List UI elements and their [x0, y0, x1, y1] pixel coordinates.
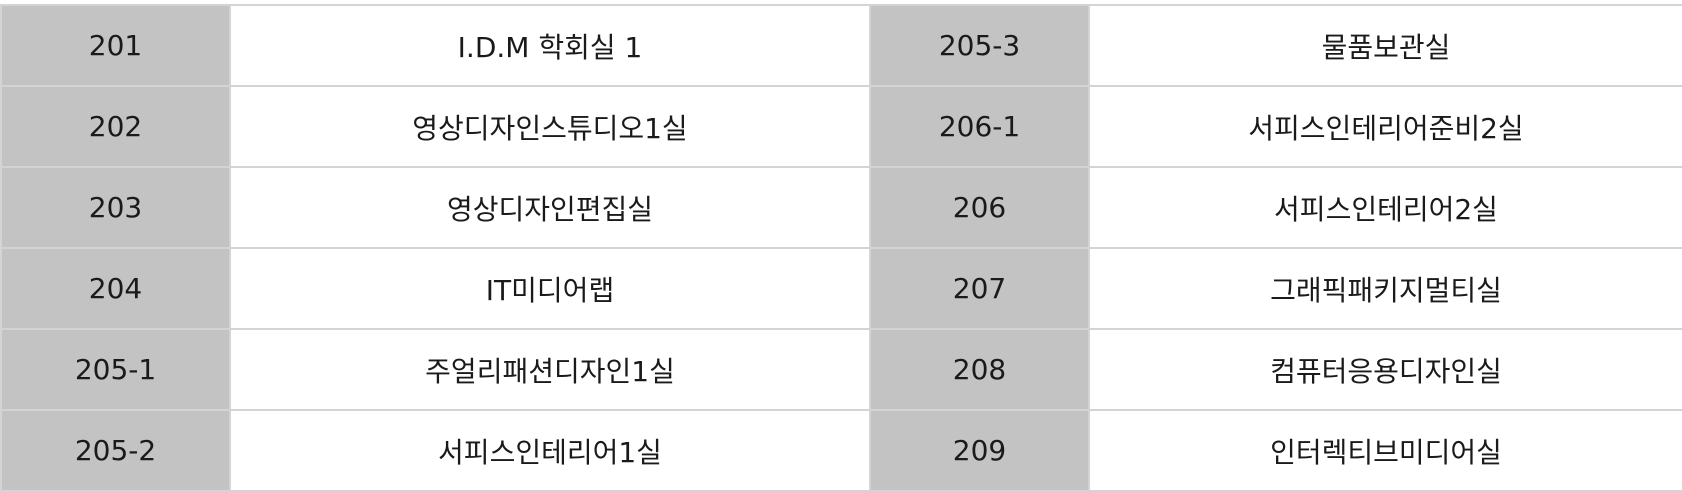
room-name-cell: IT미디어랩: [229, 247, 871, 330]
room-name-cell: 영상디자인편집실: [229, 166, 871, 249]
room-name-cell: 서피스인테리어2실: [1088, 166, 1682, 249]
table-row: 205-2 서피스인테리어1실 209 인터렉티브미디어실: [0, 409, 1682, 492]
room-name-cell: 서피스인테리어1실: [229, 409, 871, 492]
room-number-cell: 205-3: [869, 4, 1090, 87]
table-row: 203 영상디자인편집실 206 서피스인테리어2실: [0, 166, 1682, 249]
room-directory-table: 201 I.D.M 학회실 1 205-3 물품보관실 202 영상디자인스튜디…: [0, 4, 1682, 492]
room-number-cell: 203: [0, 166, 231, 249]
room-name-cell: 주얼리패션디자인1실: [229, 328, 871, 411]
room-number-cell: 202: [0, 85, 231, 168]
room-name-cell: 서피스인테리어준비2실: [1088, 85, 1682, 168]
table-row: 202 영상디자인스튜디오1실 206-1 서피스인테리어준비2실: [0, 85, 1682, 168]
room-name-cell: I.D.M 학회실 1: [229, 4, 871, 87]
room-number-cell: 206: [869, 166, 1090, 249]
room-number-cell: 208: [869, 328, 1090, 411]
room-name-cell: 그래픽패키지멀티실: [1088, 247, 1682, 330]
room-name-cell: 인터렉티브미디어실: [1088, 409, 1682, 492]
room-number-cell: 205-1: [0, 328, 231, 411]
room-number-cell: 209: [869, 409, 1090, 492]
table-row: 201 I.D.M 학회실 1 205-3 물품보관실: [0, 4, 1682, 87]
table-row: 205-1 주얼리패션디자인1실 208 컴퓨터응용디자인실: [0, 328, 1682, 411]
table-row: 204 IT미디어랩 207 그래픽패키지멀티실: [0, 247, 1682, 330]
room-number-cell: 207: [869, 247, 1090, 330]
room-number-cell: 206-1: [869, 85, 1090, 168]
room-number-cell: 204: [0, 247, 231, 330]
room-name-cell: 컴퓨터응용디자인실: [1088, 328, 1682, 411]
room-name-cell: 물품보관실: [1088, 4, 1682, 87]
room-name-cell: 영상디자인스튜디오1실: [229, 85, 871, 168]
room-number-cell: 205-2: [0, 409, 231, 492]
room-number-cell: 201: [0, 4, 231, 87]
